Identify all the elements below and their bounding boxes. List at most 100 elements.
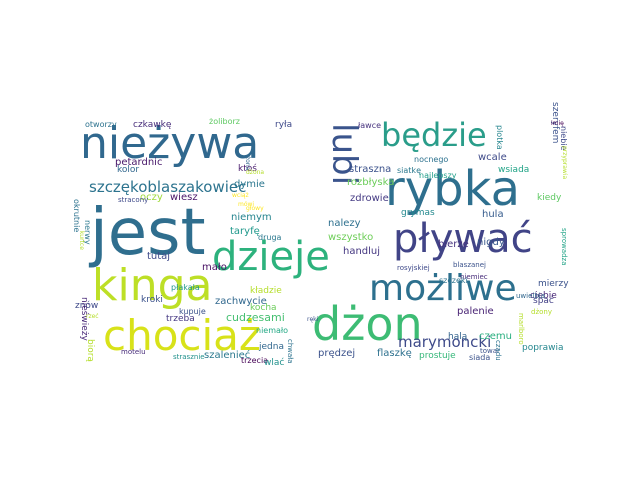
word: trzecia [241, 356, 268, 365]
word: kiedy [537, 193, 562, 203]
word: rybka [385, 161, 520, 217]
word: ciebie [530, 291, 557, 301]
word: chociaż [103, 311, 261, 360]
word: nerwy [83, 220, 92, 245]
word: kolor [117, 165, 139, 175]
word: kurtce [78, 231, 85, 250]
word: mówi [238, 201, 254, 208]
word: czemu [479, 331, 512, 342]
word: straszna [349, 164, 391, 175]
word: marlboro [517, 313, 525, 345]
word: sprowadza [560, 228, 568, 266]
word: nieświeży [79, 297, 90, 342]
word: wlać [264, 357, 284, 368]
word: możliwe [369, 268, 517, 309]
word: hula [482, 209, 504, 220]
word: dżon [312, 297, 423, 351]
word: prędzej [318, 348, 355, 359]
word: nocnego [414, 155, 448, 164]
word: ktoś [238, 163, 257, 174]
word: żoliborz [209, 117, 240, 126]
word: ławce [358, 121, 381, 130]
word: szczękoblaszakowiec [89, 178, 246, 196]
word: niemiec [460, 273, 488, 281]
word: głowy [246, 205, 264, 212]
word: oczy [140, 192, 163, 203]
word: czkawkę [133, 120, 172, 130]
word: okrutnie [72, 199, 81, 232]
word: grymas [401, 208, 435, 218]
word: towar [480, 347, 500, 355]
word: dżona [246, 169, 264, 176]
word: kładzie [250, 286, 282, 296]
word: żona [244, 156, 251, 171]
word: szeryfem [550, 102, 560, 143]
word: jest [88, 196, 206, 270]
word: biorą [85, 339, 95, 362]
word: wciąż [232, 192, 249, 199]
word: siada [469, 353, 490, 362]
word: wszystko [328, 232, 373, 243]
word: poprawia [522, 343, 564, 353]
word: kupuje [179, 307, 206, 316]
word: niemało [256, 326, 288, 335]
word: siatkę [397, 166, 421, 175]
word: kocha [250, 303, 277, 313]
word: blaszanej [453, 261, 486, 269]
word: spać [533, 295, 554, 306]
word: wcale [478, 152, 507, 163]
word: petardnic [115, 157, 162, 168]
word: plotka [495, 125, 504, 150]
word: mało [202, 262, 227, 273]
word: wsiada [498, 165, 529, 175]
word: wiesz [170, 192, 198, 203]
word: taryfę [230, 226, 260, 237]
word: prostuje [419, 351, 456, 361]
word: imię [551, 120, 564, 127]
word: będzie [381, 116, 487, 154]
word: najlepszy [419, 171, 457, 180]
word: szalenieć [204, 349, 250, 361]
word: kroki [141, 295, 163, 305]
word: nieżywa [80, 118, 259, 169]
word: flaszkę [377, 348, 412, 359]
word: lubi [324, 123, 364, 185]
word: dzieje [212, 234, 330, 280]
word: niemym [231, 212, 272, 223]
word: motelu [121, 348, 146, 356]
word: uwielbia [516, 292, 545, 300]
word: stracony [118, 196, 148, 204]
word: handluj [343, 246, 380, 257]
word: dymie [234, 179, 265, 190]
word: chwała [286, 339, 294, 364]
word: cudzesami [226, 311, 285, 324]
word: niebie [559, 126, 568, 151]
word: jedna [258, 342, 284, 352]
word: marymoncki [398, 333, 491, 351]
word: zdrowie [350, 193, 389, 204]
word: otworzy [85, 120, 117, 129]
word: nigdy [477, 237, 505, 248]
word: strasznie [173, 353, 205, 361]
word: rozbłyska [347, 177, 394, 188]
word: palenie [457, 306, 494, 317]
word: przyprawia [561, 146, 568, 180]
word: rosyjskiej [397, 264, 430, 272]
word: tutaj [147, 251, 170, 262]
word: druga [258, 233, 282, 242]
word: znów [75, 300, 98, 311]
word: płakała [171, 283, 200, 292]
word: mierzy [538, 279, 569, 289]
word: bierze [438, 239, 469, 250]
word: rzeć [86, 313, 99, 320]
word: zachwycie [215, 296, 267, 307]
word: szczęki [439, 276, 468, 285]
word: dżony [531, 308, 552, 316]
word: pływać [393, 216, 533, 262]
word: ręki [307, 316, 319, 323]
word: nalezy [328, 218, 361, 229]
word: czadu [494, 340, 502, 361]
word: halą [448, 332, 468, 342]
